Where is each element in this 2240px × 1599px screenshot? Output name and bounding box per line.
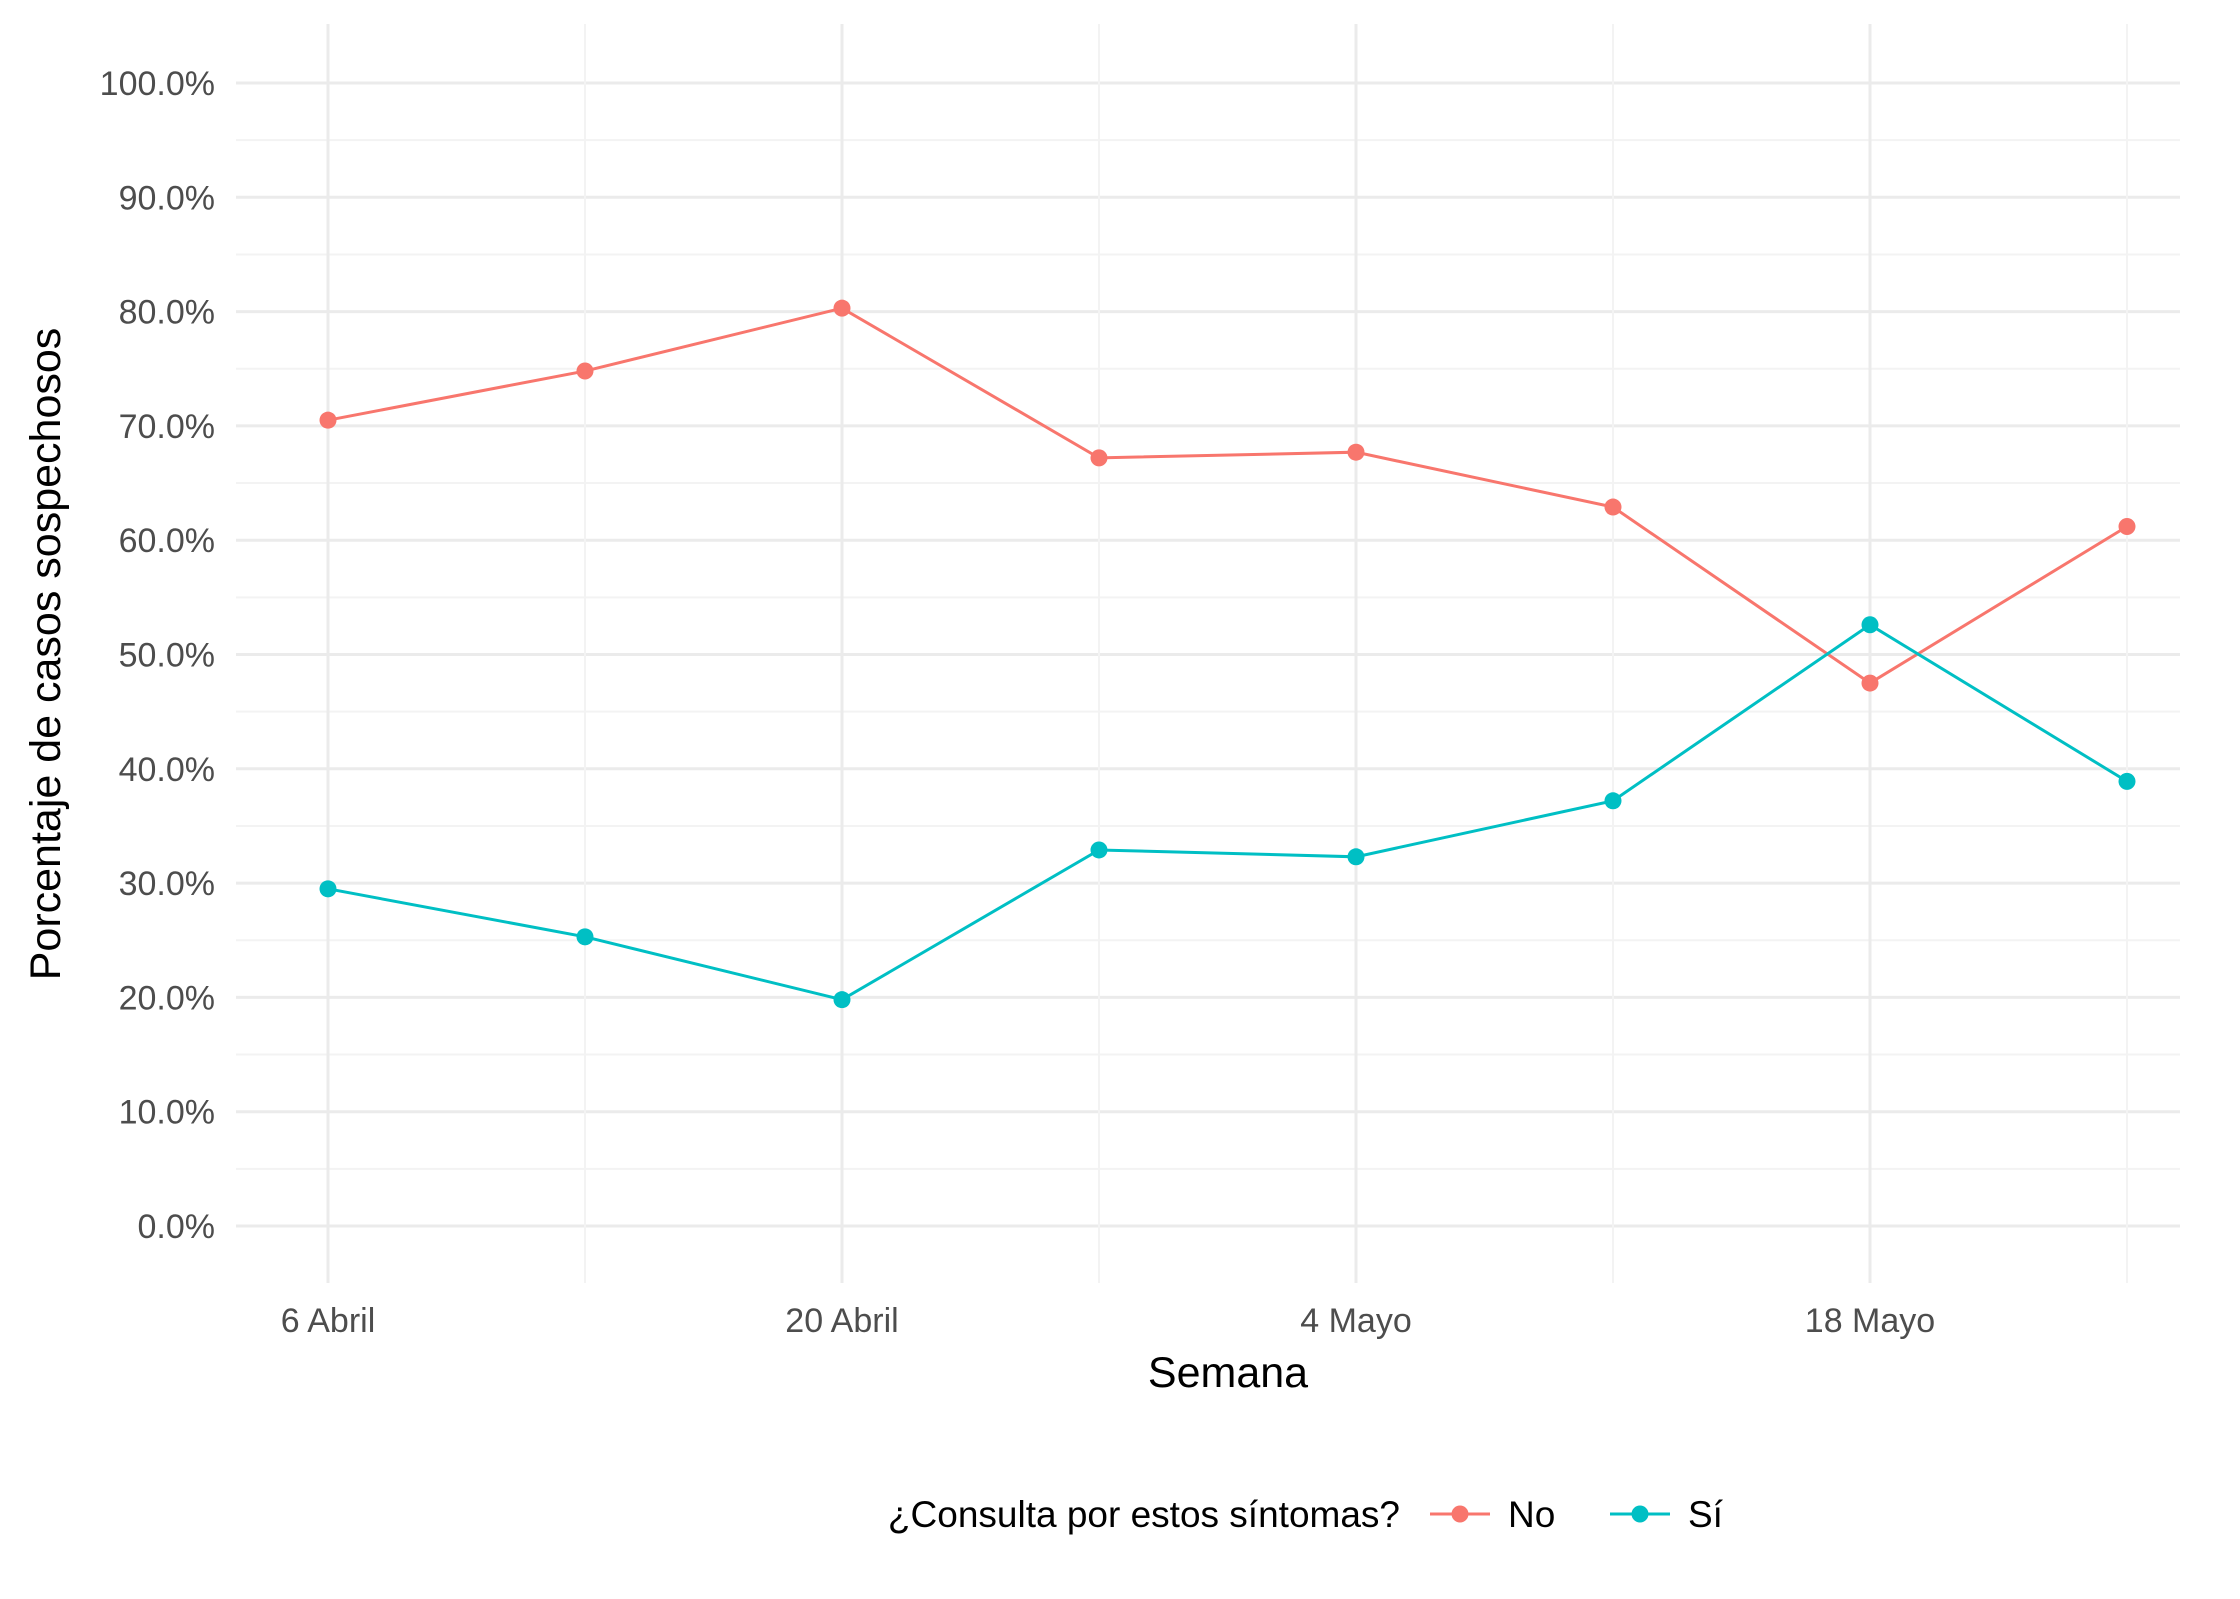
y-tick-label: 60.0% <box>119 522 215 560</box>
y-tick-label: 50.0% <box>119 637 215 675</box>
legend-title: ¿Consulta por estos síntomas? <box>888 1494 1400 1535</box>
y-tick-label: 80.0% <box>119 294 215 332</box>
y-axis-tick-labels: 0.0% 10.0% 20.0% 30.0% 40.0% 50.0% 60.0% 70.0% 8… <box>100 65 215 1246</box>
y-tick-label: 30.0% <box>119 865 215 903</box>
legend-key-point <box>1451 1505 1469 1523</box>
data-point-series-1 <box>1090 449 1108 467</box>
data-point-series-2 <box>1861 616 1879 634</box>
x-tick-label: 18 Mayo <box>1805 1302 1935 1340</box>
data-point-series-2 <box>1090 841 1108 859</box>
data-point-series-2 <box>319 880 337 898</box>
data-point-series-1 <box>1347 443 1365 461</box>
y-tick-label: 40.0% <box>119 751 215 789</box>
y-tick-label: 90.0% <box>119 179 215 217</box>
y-tick-label: 100.0% <box>100 65 215 103</box>
y-tick-label: 20.0% <box>119 979 215 1017</box>
data-point-series-1 <box>319 411 337 429</box>
x-tick-label: 6 Abril <box>281 1302 376 1340</box>
series-points <box>319 299 2136 1009</box>
series-line-1 <box>327 306 2128 685</box>
y-tick-label: 10.0% <box>119 1094 215 1132</box>
data-point-series-1 <box>576 362 594 380</box>
x-tick-label: 20 Abril <box>785 1302 898 1340</box>
data-point-series-1 <box>2118 517 2136 535</box>
data-point-series-2 <box>1604 792 1622 810</box>
x-axis-tick-labels: 6 Abril 20 Abril 4 Mayo 18 Mayo <box>281 1302 1935 1340</box>
data-point-series-2 <box>833 991 851 1009</box>
series-line-2 <box>327 622 2128 1002</box>
x-tick-label: 4 Mayo <box>1300 1302 1412 1340</box>
series-lines <box>327 306 2128 1002</box>
data-point-series-1 <box>1604 498 1622 516</box>
data-point-series-2 <box>2118 772 2136 790</box>
y-axis-title: Porcentaje de casos sospechosos <box>22 328 70 981</box>
data-point-series-1 <box>1861 674 1879 692</box>
data-point-series-2 <box>576 928 594 946</box>
legend-label: Sí <box>1688 1494 1724 1535</box>
y-tick-label: 0.0% <box>138 1208 216 1246</box>
legend-key-point <box>1631 1505 1649 1523</box>
x-axis-title: Semana <box>1148 1349 1308 1397</box>
y-tick-label: 70.0% <box>119 408 215 446</box>
data-point-series-1 <box>833 299 851 317</box>
grid <box>236 24 2180 1283</box>
legend-label: No <box>1508 1494 1555 1535</box>
data-point-series-2 <box>1347 848 1365 866</box>
legend: ¿Consulta por estos síntomas? No Sí <box>888 1494 1724 1535</box>
